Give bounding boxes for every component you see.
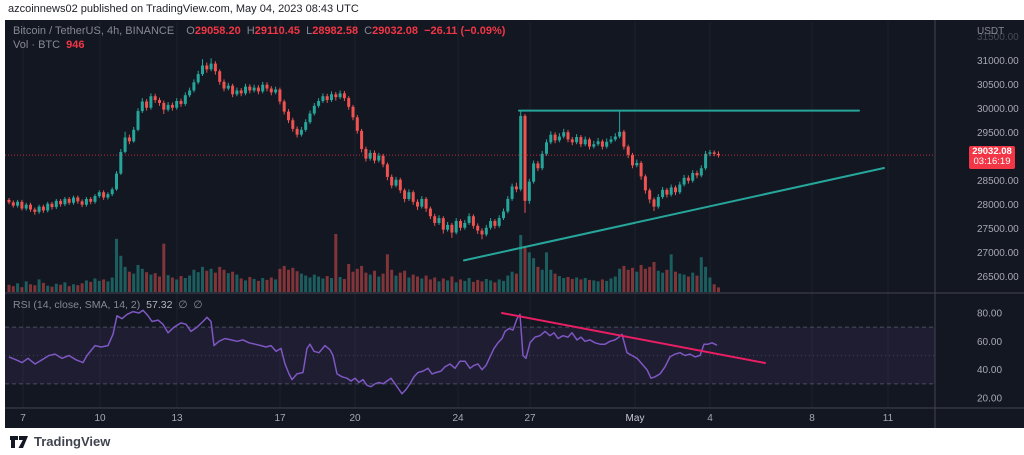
svg-text:31500.00: 31500.00	[977, 32, 1019, 43]
volume-value: 946	[66, 39, 85, 51]
svg-text:27500.00: 27500.00	[977, 224, 1019, 235]
volume-label: Vol · BTC	[13, 39, 61, 51]
close-label: C	[364, 25, 373, 37]
low-label: L	[306, 25, 313, 37]
bar-countdown: 03:16:19	[973, 156, 1011, 167]
svg-text:31000.00: 31000.00	[977, 56, 1019, 67]
rsi-sma-value-1: ∅	[178, 299, 188, 311]
svg-text:May: May	[626, 413, 645, 424]
volume-bars	[7, 234, 720, 292]
volume-legend: Vol · BTC 946	[13, 39, 88, 51]
footer-bar: TradingView	[0, 428, 1024, 455]
candles	[7, 58, 720, 240]
svg-text:27: 27	[524, 413, 536, 424]
rsi-value: 57.32	[146, 299, 173, 311]
grid-lines	[22, 22, 889, 408]
rsi-title: RSI (14, close, SMA, 14, 2)	[13, 299, 141, 311]
rsi-sma-value-2: ∅	[193, 299, 203, 311]
attribution-text: azcoinnews02 published on TradingView.co…	[8, 3, 359, 15]
svg-text:30500.00: 30500.00	[977, 80, 1019, 91]
svg-text:17: 17	[274, 413, 286, 424]
rsi-downtrend-trendline[interactable]	[501, 312, 766, 365]
change-value: −26.11 (−0.09%)	[424, 25, 506, 37]
close-value: 29032.08	[372, 25, 418, 37]
time-axis[interactable]: 7 10 13 17 20 24 27 May 4 8 11	[20, 413, 893, 424]
svg-text:26500.00: 26500.00	[977, 272, 1019, 283]
rsi-level-lines	[5, 326, 935, 385]
tradingview-brand: TradingView	[34, 434, 111, 449]
svg-text:10: 10	[94, 413, 106, 424]
price-axis-currency: USDT	[977, 26, 1004, 37]
svg-text:60.00: 60.00	[977, 337, 1002, 348]
high-value: 29110.45	[254, 25, 301, 37]
rsi-legend: RSI (14, close, SMA, 14, 2) 57.32 ∅ ∅	[13, 299, 206, 311]
last-price-tag: 29032.08 03:16:19	[969, 146, 1015, 169]
high-label: H	[246, 25, 255, 37]
svg-text:20: 20	[349, 413, 361, 424]
rsi-line	[8, 309, 718, 395]
svg-text:80.00: 80.00	[977, 309, 1002, 320]
svg-text:30000.00: 30000.00	[977, 104, 1019, 115]
svg-text:28500.00: 28500.00	[977, 176, 1019, 187]
rsi-axis[interactable]: 80.00 60.00 40.00 20.00	[977, 309, 1002, 405]
svg-text:28000.00: 28000.00	[977, 200, 1019, 211]
support-trendline[interactable]	[463, 166, 885, 262]
svg-text:13: 13	[171, 413, 183, 424]
symbol-legend: Bitcoin / TetherUS, 4h, BINANCE O29058.2…	[13, 25, 508, 37]
symbol-title: Bitcoin / TetherUS, 4h, BINANCE	[13, 25, 175, 37]
tradingview-logo-icon	[10, 435, 29, 454]
svg-text:8: 8	[809, 413, 815, 424]
svg-text:27000.00: 27000.00	[977, 248, 1019, 259]
chart-background	[5, 20, 1024, 428]
svg-text:4: 4	[707, 413, 713, 424]
open-label: O	[186, 25, 195, 37]
rsi-band	[5, 327, 935, 384]
svg-text:7: 7	[20, 413, 26, 424]
svg-text:29500.00: 29500.00	[977, 128, 1019, 139]
svg-text:40.00: 40.00	[977, 365, 1002, 376]
svg-text:20.00: 20.00	[977, 394, 1002, 405]
svg-text:11: 11	[883, 413, 894, 424]
svg-text:24: 24	[452, 413, 464, 424]
last-price-value: 29032.08	[972, 146, 1012, 157]
open-value: 29058.20	[194, 25, 241, 37]
low-value: 28982.58	[312, 25, 359, 37]
